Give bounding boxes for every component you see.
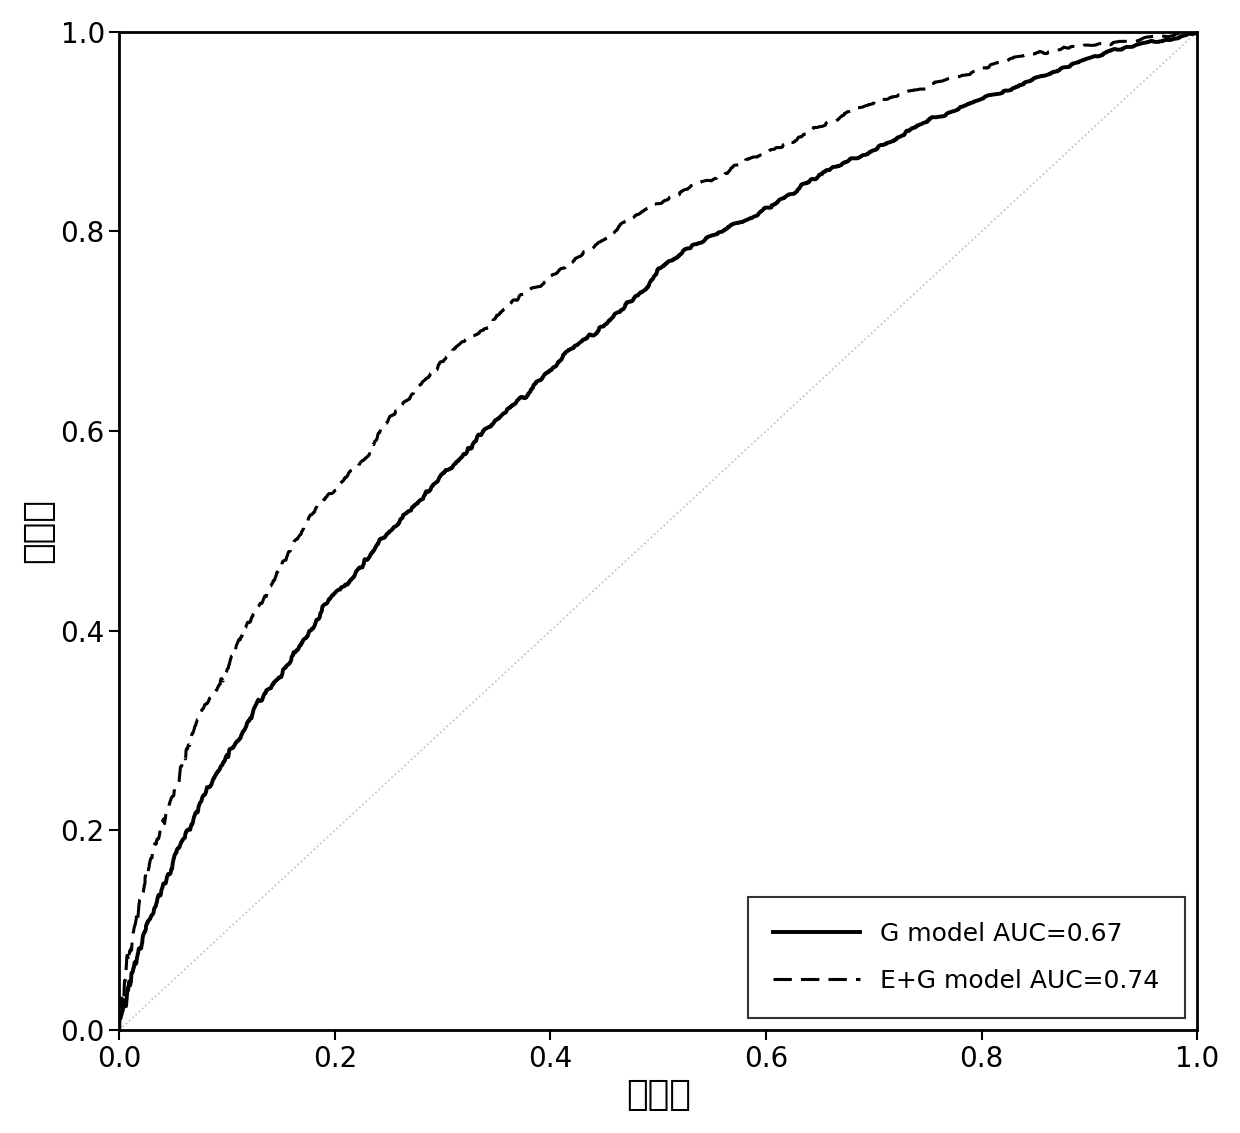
Line: E+G model AUC=0.74: E+G model AUC=0.74 xyxy=(119,32,1197,1030)
G model AUC=0.67 xyxy=(112,1023,126,1037)
E+G model AUC=0.74 xyxy=(718,167,733,180)
Line: G model AUC=0.67: G model AUC=0.67 xyxy=(119,32,1197,1030)
E+G model AUC=0.74 xyxy=(429,363,444,376)
E+G model AUC=0.74 xyxy=(1061,42,1076,56)
E+G model AUC=0.74 xyxy=(644,198,658,212)
G model AUC=0.67 xyxy=(756,202,771,215)
Legend: G model AUC=0.67, E+G model AUC=0.74: G model AUC=0.67, E+G model AUC=0.74 xyxy=(748,897,1184,1017)
G model AUC=0.67 xyxy=(684,239,699,253)
E+G model AUC=0.74 xyxy=(1006,51,1021,65)
G model AUC=0.67 xyxy=(1189,25,1204,39)
G model AUC=0.67 xyxy=(440,463,455,477)
G model AUC=0.67 xyxy=(1075,53,1090,67)
E+G model AUC=0.74 xyxy=(1189,25,1204,39)
X-axis label: 特异性: 特异性 xyxy=(626,1079,691,1113)
E+G model AUC=0.74 xyxy=(112,1023,126,1037)
G model AUC=0.67 xyxy=(487,414,502,427)
Y-axis label: 敏感性: 敏感性 xyxy=(21,499,55,563)
E+G model AUC=0.74 xyxy=(382,409,397,423)
G model AUC=0.67 xyxy=(1029,70,1044,84)
